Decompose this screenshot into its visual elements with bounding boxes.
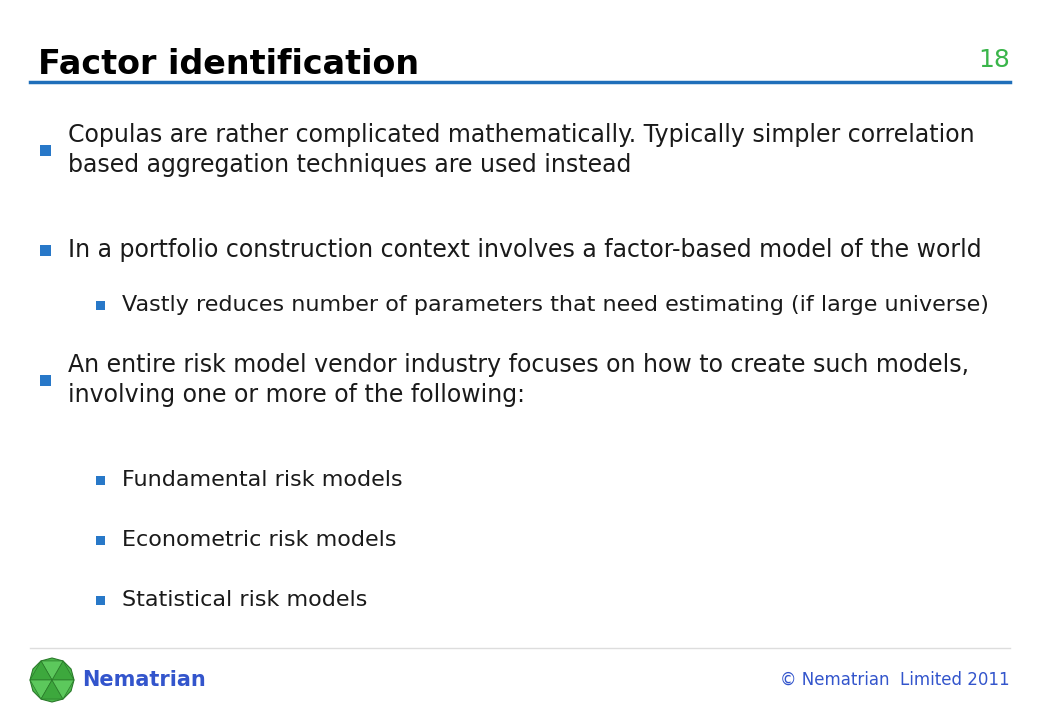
Text: Copulas are rather complicated mathematically. Typically simpler correlation
bas: Copulas are rather complicated mathemati… (68, 122, 974, 177)
Text: 18: 18 (979, 48, 1010, 72)
Text: Nematrian: Nematrian (82, 670, 206, 690)
Polygon shape (52, 680, 74, 699)
Bar (96, 475, 104, 485)
Bar (40, 374, 51, 385)
Text: © Nematrian  Limited 2011: © Nematrian Limited 2011 (780, 671, 1010, 689)
Polygon shape (30, 680, 52, 699)
Text: Factor identification: Factor identification (38, 48, 419, 81)
Text: Vastly reduces number of parameters that need estimating (if large universe): Vastly reduces number of parameters that… (122, 295, 989, 315)
Text: An entire risk model vendor industry focuses on how to create such models,
invol: An entire risk model vendor industry foc… (68, 353, 969, 408)
Bar (96, 536, 104, 544)
Polygon shape (41, 661, 63, 680)
Bar (96, 300, 104, 310)
Bar (40, 145, 51, 156)
Polygon shape (30, 661, 52, 680)
Polygon shape (30, 658, 74, 702)
Polygon shape (41, 680, 63, 699)
Polygon shape (52, 661, 74, 680)
Text: In a portfolio construction context involves a factor-based model of the world: In a portfolio construction context invo… (68, 238, 982, 262)
Bar (96, 595, 104, 605)
Text: Econometric risk models: Econometric risk models (122, 530, 396, 550)
Text: Fundamental risk models: Fundamental risk models (122, 470, 402, 490)
Bar (40, 245, 51, 256)
Text: Statistical risk models: Statistical risk models (122, 590, 367, 610)
